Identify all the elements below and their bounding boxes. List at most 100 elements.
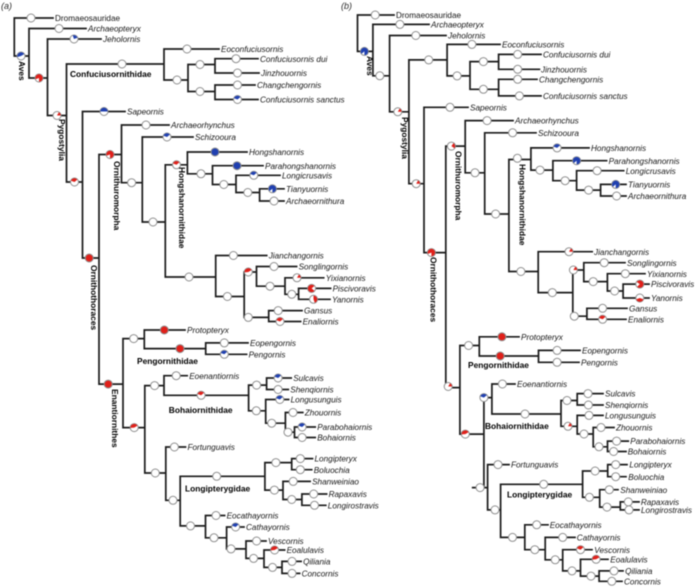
- svg-text:Bohaiornis: Bohaiornis: [317, 434, 356, 443]
- svg-text:Eoalulavis: Eoalulavis: [610, 555, 647, 564]
- svg-text:Fortunguavis: Fortunguavis: [511, 461, 558, 470]
- svg-text:Archaeornithura: Archaeornithura: [285, 197, 345, 206]
- svg-text:Jinzhouornis: Jinzhouornis: [540, 65, 587, 74]
- svg-text:Cathayornis: Cathayornis: [246, 523, 290, 532]
- svg-text:Boluochia: Boluochia: [314, 466, 350, 475]
- svg-text:Longipterygidae: Longipterygidae: [185, 484, 250, 494]
- svg-text:Confuciusornithidae: Confuciusornithidae: [70, 69, 152, 79]
- svg-text:Longicrusavis: Longicrusavis: [626, 167, 676, 176]
- svg-text:Shenqiornis: Shenqiornis: [605, 401, 648, 410]
- svg-text:Schizooura: Schizooura: [538, 129, 579, 138]
- svg-text:Gansus: Gansus: [304, 307, 332, 316]
- svg-text:Sapeornis: Sapeornis: [470, 103, 507, 112]
- svg-text:Ornithuromorpha: Ornithuromorpha: [112, 161, 122, 231]
- svg-text:Enaliornis: Enaliornis: [303, 318, 339, 327]
- svg-text:Fortunguavis: Fortunguavis: [188, 443, 235, 452]
- svg-text:Songlingornis: Songlingornis: [627, 259, 677, 268]
- svg-text:Changchengornis: Changchengornis: [257, 81, 321, 90]
- svg-text:Archaeornithura: Archaeornithura: [627, 192, 687, 201]
- svg-text:Gansus: Gansus: [629, 304, 657, 313]
- svg-text:Dromaeosauridae: Dromaeosauridae: [55, 14, 121, 23]
- svg-text:Eoenantiornis: Eoenantiornis: [517, 380, 567, 389]
- svg-text:Longirostravis: Longirostravis: [641, 506, 692, 515]
- svg-text:Eoconfuciusornis: Eoconfuciusornis: [502, 41, 564, 50]
- svg-text:Hongshanornithidae: Hongshanornithidae: [517, 164, 527, 246]
- svg-text:Longipteryx: Longipteryx: [629, 461, 672, 470]
- svg-text:Eoenantiornis: Eoenantiornis: [189, 372, 239, 381]
- svg-text:Sapeornis: Sapeornis: [127, 108, 164, 117]
- svg-text:Vescornis: Vescornis: [594, 546, 630, 555]
- svg-text:Pygostylia: Pygostylia: [400, 117, 410, 159]
- svg-text:Pengornis: Pengornis: [249, 350, 286, 359]
- svg-text:Songlingornis: Songlingornis: [299, 263, 349, 272]
- svg-text:Jianchangornis: Jianchangornis: [268, 252, 324, 261]
- svg-text:Boluochia: Boluochia: [628, 473, 664, 482]
- svg-text:Parahongshanornis: Parahongshanornis: [265, 162, 336, 171]
- svg-text:Confuciusornis sanctus: Confuciusornis sanctus: [260, 96, 345, 105]
- svg-text:Ornithothoraces: Ornithothoraces: [428, 257, 438, 322]
- svg-text:Bohaiornithidae: Bohaiornithidae: [485, 421, 549, 431]
- svg-text:Sulcavis: Sulcavis: [605, 390, 636, 399]
- svg-text:Concornis: Concornis: [302, 570, 339, 579]
- svg-text:Longipterygidae: Longipterygidae: [507, 490, 572, 500]
- svg-text:Pengornis: Pengornis: [581, 358, 618, 367]
- svg-text:Zhouornis: Zhouornis: [615, 424, 652, 433]
- svg-text:Yanornis: Yanornis: [332, 295, 364, 304]
- svg-text:Hongshanornis: Hongshanornis: [591, 144, 646, 153]
- svg-text:Eocathayornis: Eocathayornis: [550, 521, 602, 530]
- svg-text:Cathayornis: Cathayornis: [577, 534, 621, 543]
- svg-text:Ornithuromorpha: Ornithuromorpha: [453, 151, 463, 221]
- svg-text:Parahongshanornis: Parahongshanornis: [609, 157, 680, 166]
- svg-text:(b): (b): [341, 1, 352, 11]
- svg-text:Eoconfuciusornis: Eoconfuciusornis: [221, 45, 283, 54]
- svg-text:Tianyuornis: Tianyuornis: [286, 185, 328, 194]
- svg-text:Bohaiornis: Bohaiornis: [628, 448, 667, 457]
- svg-text:Protopteryx: Protopteryx: [521, 333, 564, 342]
- svg-text:Confuciusornis dui: Confuciusornis dui: [543, 51, 611, 60]
- svg-text:Confuciusornis dui: Confuciusornis dui: [260, 55, 328, 64]
- svg-text:Pygostylia: Pygostylia: [57, 119, 67, 161]
- svg-text:Eopengornis: Eopengornis: [582, 347, 628, 356]
- svg-text:Concornis: Concornis: [624, 577, 661, 586]
- svg-text:(a): (a): [1, 1, 12, 11]
- svg-text:Changchengornis: Changchengornis: [539, 75, 603, 84]
- svg-text:Yanornis: Yanornis: [651, 294, 683, 303]
- svg-text:Schizooura: Schizooura: [195, 133, 236, 142]
- svg-text:Archaeorhynchus: Archaeorhynchus: [514, 117, 579, 126]
- svg-text:Eoalulavis: Eoalulavis: [287, 546, 324, 555]
- svg-text:Bohaiornithidae: Bohaiornithidae: [169, 405, 233, 415]
- svg-text:Longicrusavis: Longicrusavis: [282, 171, 332, 180]
- svg-text:Rapaxavis: Rapaxavis: [641, 498, 679, 507]
- svg-text:Parabohaiornis: Parabohaiornis: [317, 423, 372, 432]
- svg-text:Yixianornis: Yixianornis: [326, 274, 366, 283]
- svg-text:Rapaxavis: Rapaxavis: [329, 490, 367, 499]
- svg-text:Qiliania: Qiliania: [303, 558, 331, 567]
- svg-text:Protopteryx: Protopteryx: [187, 326, 230, 335]
- svg-text:Jeholornis: Jeholornis: [102, 35, 140, 44]
- svg-text:Enaliornis: Enaliornis: [628, 315, 664, 324]
- svg-text:Archaeopteryx: Archaeopteryx: [430, 21, 485, 30]
- svg-text:Piscivoravis: Piscivoravis: [333, 285, 376, 294]
- svg-text:Longirostravis: Longirostravis: [328, 501, 379, 510]
- svg-text:Tianyuornis: Tianyuornis: [628, 181, 670, 190]
- svg-text:Hongshanornithidae: Hongshanornithidae: [177, 167, 187, 249]
- svg-text:Eopengornis: Eopengornis: [250, 339, 296, 348]
- svg-text:Zhouornis: Zhouornis: [304, 409, 341, 418]
- svg-text:Pengornithidae: Pengornithidae: [468, 360, 529, 370]
- svg-text:Hongshanornis: Hongshanornis: [249, 148, 304, 157]
- svg-text:Vescornis: Vescornis: [268, 537, 304, 546]
- svg-text:Pengornithidae: Pengornithidae: [137, 356, 198, 366]
- svg-text:Confuciusornis sanctus: Confuciusornis sanctus: [543, 92, 628, 101]
- svg-text:Jeholornis: Jeholornis: [447, 32, 485, 41]
- svg-text:Parabohaiornis: Parabohaiornis: [630, 437, 685, 446]
- svg-text:Yixianornis: Yixianornis: [647, 270, 687, 279]
- svg-text:Shenqiornis: Shenqiornis: [290, 386, 333, 395]
- svg-text:Ornithothoraces: Ornithothoraces: [89, 265, 99, 330]
- svg-text:Shanweiniao: Shanweiniao: [620, 486, 667, 495]
- svg-text:Aves: Aves: [17, 61, 27, 81]
- svg-text:Eocathayornis: Eocathayornis: [227, 512, 279, 521]
- svg-text:Longusunguis: Longusunguis: [605, 412, 656, 421]
- svg-text:Longusunguis: Longusunguis: [291, 396, 342, 405]
- svg-text:Jianchangornis: Jianchangornis: [593, 248, 649, 257]
- svg-text:Jinzhouornis: Jinzhouornis: [260, 69, 307, 78]
